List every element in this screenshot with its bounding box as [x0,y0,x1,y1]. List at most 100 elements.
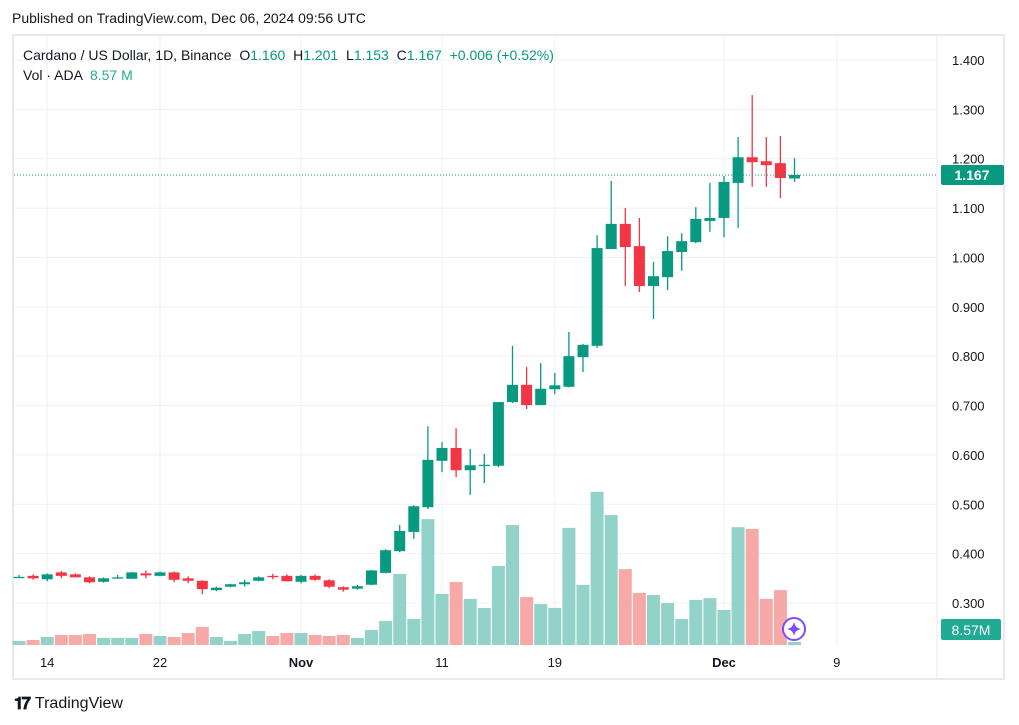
candle[interactable] [774,136,786,199]
volume-bar [195,626,209,645]
y-tick-label: 0.500 [952,497,985,512]
volume-bar [308,635,322,645]
volume-bar [661,603,675,645]
candle[interactable] [154,571,166,577]
volume-bar [224,641,237,645]
candle[interactable] [168,571,180,583]
candle[interactable] [27,574,39,580]
candle-body [394,530,406,552]
candle[interactable] [549,372,561,395]
candle[interactable] [704,182,716,232]
close-label: C [396,47,407,63]
candle[interactable] [605,180,617,250]
candle[interactable] [450,428,462,478]
candle-body [366,570,377,585]
candle[interactable] [323,579,335,589]
candle[interactable] [196,580,208,595]
candle[interactable] [464,448,476,495]
candle[interactable] [253,576,265,582]
candle[interactable] [690,207,702,244]
candle[interactable] [69,573,81,578]
y-tick-label: 1.400 [952,53,985,68]
volume-bar [548,607,562,645]
candle[interactable] [535,363,547,406]
volume-bar [463,598,477,645]
candle[interactable] [84,576,95,584]
candle-body [789,175,800,179]
candle[interactable] [394,525,406,553]
candle-body [718,181,730,218]
candle[interactable] [732,137,744,228]
candle[interactable] [478,453,490,484]
volume-row: Vol · ADA 8.57 M [23,65,554,85]
candle[interactable] [422,426,434,510]
candle-body [140,573,152,576]
candle[interactable] [210,586,222,592]
candle[interactable] [239,579,251,587]
candle[interactable] [337,586,349,592]
y-tick-label: 0.800 [952,349,985,364]
candle-body [154,572,166,576]
candle[interactable] [225,583,236,588]
candle[interactable] [309,574,321,581]
candle[interactable] [98,577,110,583]
candle[interactable] [126,571,138,579]
candle[interactable] [760,137,772,187]
candle[interactable] [267,573,279,580]
volume-bar [689,599,703,645]
candle[interactable] [662,236,674,291]
candle-body [591,248,603,346]
volume-bar [365,630,378,645]
candle[interactable] [789,158,800,182]
volume-bar [125,638,139,645]
candle[interactable] [366,569,377,586]
candle[interactable] [351,584,363,590]
volume-bar [322,636,336,645]
candle[interactable] [408,505,420,539]
candle[interactable] [591,235,603,348]
tradingview-footer[interactable]: 𝟏𝟕 TradingView [14,694,123,714]
candle[interactable] [507,345,518,404]
candle[interactable] [13,574,25,579]
candle[interactable] [41,573,53,582]
y-tick-label: 0.900 [952,300,985,315]
candle[interactable] [648,261,659,320]
candle[interactable] [380,549,392,574]
candle[interactable] [633,217,645,293]
candle[interactable] [619,208,631,287]
candle[interactable] [140,570,152,579]
candle[interactable] [746,95,758,187]
last-price-badge [941,165,1004,186]
volume-bar [421,519,435,645]
candle[interactable] [577,343,589,372]
volume-label[interactable]: Vol · ADA [23,67,83,83]
y-tick-label: 1.300 [952,102,985,117]
candle[interactable] [521,367,533,410]
close-value: 1.167 [406,47,442,63]
volume-bar [731,527,745,645]
sparkle-assistant-icon[interactable] [782,617,806,641]
candle[interactable] [492,402,504,468]
y-tick-label: 1.200 [952,152,985,167]
candle-body [27,575,39,579]
candle[interactable] [718,176,730,238]
candle[interactable] [295,574,307,584]
volume-bar [449,582,463,645]
candle-body [84,577,95,583]
candle[interactable] [563,331,575,388]
candle[interactable] [676,233,688,271]
symbol-title[interactable]: Cardano / US Dollar, 1D, Binance [23,47,232,63]
volume-bar [703,598,717,645]
y-tick-label: 0.700 [952,399,985,414]
candle-body [478,464,490,467]
candle[interactable] [55,570,67,579]
published-caption: Published on TradingView.com, Dec 06, 20… [12,10,366,26]
x-tick-label: 14 [40,655,54,670]
candle-body [746,157,758,163]
candle[interactable] [112,574,124,579]
candle[interactable] [281,574,293,582]
x-tick-label: 19 [548,655,562,670]
candle[interactable] [182,576,194,584]
candle[interactable] [436,442,448,473]
